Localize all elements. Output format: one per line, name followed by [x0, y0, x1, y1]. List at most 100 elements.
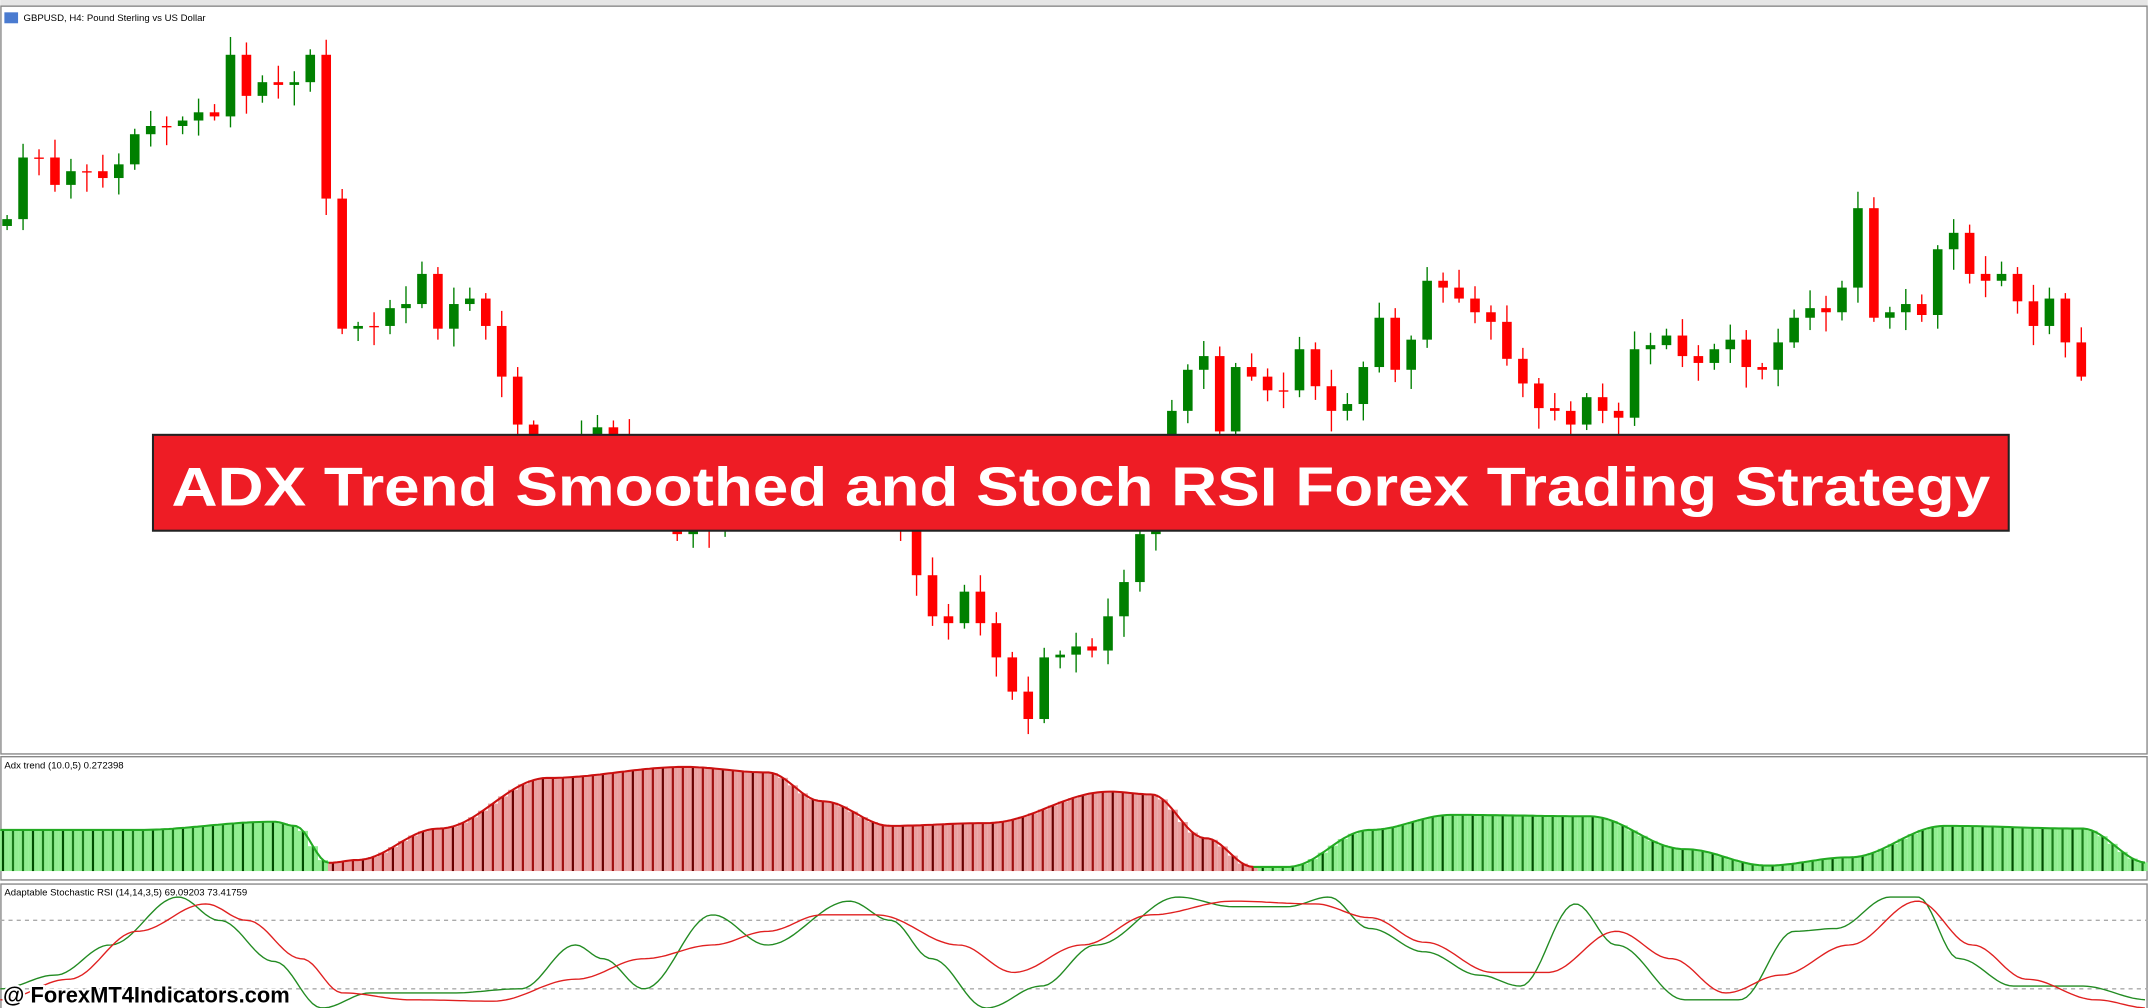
- candle-body: [337, 198, 347, 329]
- candle-body: [1789, 317, 1799, 343]
- candle-body: [465, 298, 475, 305]
- candle-body: [1661, 335, 1672, 346]
- stoch-signal: [0, 900, 2146, 1008]
- candle-body: [1677, 335, 1688, 357]
- candle-body: [1007, 657, 1018, 692]
- candle-body: [1996, 273, 2007, 281]
- candle-body: [1422, 280, 1432, 340]
- candle-body: [1502, 321, 1512, 359]
- stoch-pane-border: [0, 883, 2148, 1008]
- indicator-label: Adaptable Stochastic RSI (14,14,3,5) 69.…: [4, 888, 247, 899]
- candle-body: [1294, 349, 1305, 391]
- candle-body: [273, 82, 284, 85]
- candle-body: [592, 427, 603, 439]
- candle-body: [1055, 654, 1065, 658]
- candle-body: [1565, 410, 1576, 425]
- candle-body: [1916, 304, 1927, 315]
- candle-body: [1071, 646, 1081, 655]
- candle-body: [1932, 249, 1943, 315]
- candle-body: [1948, 232, 1959, 250]
- candle-body: [18, 157, 28, 220]
- candle-body: [2060, 298, 2071, 343]
- candle-body: [991, 623, 1002, 658]
- candle-body: [1454, 287, 1464, 299]
- candle-body: [353, 325, 363, 329]
- candle-body: [305, 54, 316, 83]
- candle-body: [1693, 356, 1704, 363]
- candle-body: [449, 304, 459, 329]
- candle-body: [1853, 208, 1863, 288]
- candle-body: [2076, 342, 2087, 377]
- candle-body: [959, 591, 970, 624]
- candle-body: [417, 273, 427, 305]
- candle-body: [1438, 280, 1448, 288]
- candle-body: [1326, 386, 1337, 411]
- candle-body: [1629, 349, 1640, 418]
- candle-body: [177, 120, 188, 126]
- candle-body: [1358, 367, 1369, 405]
- adx-histogram: [0, 765, 2148, 872]
- symbol-label: GBPUSD, H4: Pound Sterling vs US Dollar: [24, 13, 207, 24]
- banner: [151, 433, 2010, 532]
- candle-body: [369, 325, 379, 328]
- candle-body: [1980, 273, 1991, 281]
- candle-body: [1486, 312, 1496, 322]
- candle-body: [401, 304, 411, 309]
- candle-body: [943, 616, 954, 624]
- candle-body: [1885, 312, 1895, 318]
- candle-body: [1262, 376, 1273, 391]
- candle-body: [1534, 383, 1544, 409]
- adx-curve: [328, 765, 1254, 868]
- candle-body: [1278, 390, 1289, 392]
- candle-body: [98, 171, 108, 179]
- candle-body: [1597, 397, 1608, 411]
- candle-body: [512, 376, 523, 425]
- candle-body: [975, 591, 986, 624]
- candle-body: [34, 157, 44, 159]
- candle-body: [50, 157, 60, 185]
- candle-body: [241, 54, 252, 96]
- candle-body: [2044, 298, 2055, 326]
- candle-body: [1198, 356, 1209, 370]
- candle-body: [1805, 308, 1815, 318]
- banner-title: ADX Trend Smoothed and Stoch RSI Forex T…: [171, 455, 1990, 517]
- candle-body: [1230, 367, 1241, 432]
- candle-body: [2012, 273, 2023, 302]
- candle-body: [911, 527, 922, 576]
- candle-body: [1725, 339, 1736, 350]
- candle-body: [321, 54, 332, 199]
- candle-body: [1773, 342, 1783, 370]
- candle-body: [1087, 646, 1097, 651]
- candle-body: [289, 82, 300, 85]
- candle-body: [1821, 308, 1831, 313]
- candle-body: [1374, 317, 1385, 368]
- candle-body: [1645, 345, 1656, 350]
- candle-body: [1869, 208, 1879, 318]
- candle-body: [1135, 534, 1145, 583]
- candle-body: [1246, 367, 1257, 377]
- candle-body: [145, 126, 156, 135]
- candle-body: [225, 54, 236, 117]
- candle-body: [1342, 404, 1353, 411]
- candle-body: [1183, 369, 1193, 411]
- price-pane-border: [0, 5, 2148, 755]
- candle-body: [82, 171, 92, 173]
- candle-body: [480, 298, 491, 326]
- candle-body: [161, 126, 172, 128]
- candle-body: [1837, 287, 1847, 313]
- stoch-lines: [0, 896, 2146, 1008]
- candle-body: [1901, 304, 1911, 313]
- candle-body: [257, 82, 268, 96]
- candle-body: [2028, 301, 2039, 326]
- adx-curve: [0, 820, 330, 864]
- candle-body: [1757, 367, 1767, 370]
- candle-body: [129, 134, 140, 165]
- candle-body: [1390, 317, 1401, 370]
- watermark: @ ForexMT4Indicators.com: [3, 983, 290, 1008]
- candle-body: [1119, 582, 1129, 617]
- candle-body: [385, 308, 395, 326]
- candle-body: [1023, 691, 1034, 720]
- candle-body: [193, 112, 204, 121]
